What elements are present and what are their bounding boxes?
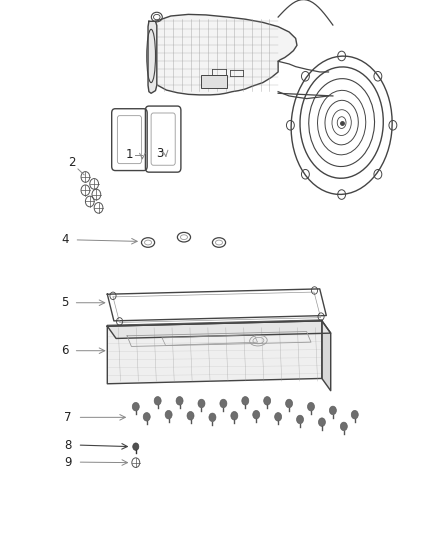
- Circle shape: [220, 399, 227, 408]
- Polygon shape: [107, 321, 331, 338]
- Circle shape: [275, 413, 282, 421]
- Circle shape: [165, 410, 172, 419]
- Circle shape: [209, 413, 216, 422]
- Polygon shape: [148, 21, 157, 93]
- Circle shape: [297, 415, 304, 424]
- Text: 3: 3: [156, 147, 163, 160]
- Text: 2: 2: [68, 156, 76, 169]
- Text: 4: 4: [61, 233, 69, 246]
- Text: 7: 7: [64, 411, 72, 424]
- Text: 9: 9: [64, 456, 72, 469]
- Circle shape: [187, 411, 194, 420]
- Circle shape: [286, 399, 293, 408]
- Circle shape: [340, 422, 347, 431]
- Circle shape: [329, 406, 336, 415]
- Circle shape: [132, 402, 139, 411]
- Circle shape: [253, 410, 260, 419]
- Circle shape: [351, 410, 358, 419]
- Circle shape: [133, 443, 139, 450]
- Circle shape: [242, 397, 249, 405]
- Circle shape: [154, 397, 161, 405]
- Text: 8: 8: [64, 439, 71, 451]
- Text: 1: 1: [125, 148, 133, 161]
- Polygon shape: [322, 321, 331, 391]
- Polygon shape: [107, 321, 322, 384]
- Circle shape: [307, 402, 314, 411]
- Circle shape: [231, 411, 238, 420]
- Circle shape: [143, 413, 150, 421]
- Circle shape: [318, 418, 325, 426]
- Text: 5: 5: [61, 296, 68, 309]
- Circle shape: [198, 399, 205, 408]
- Text: 6: 6: [61, 344, 69, 357]
- Bar: [201, 75, 227, 88]
- Circle shape: [176, 397, 183, 405]
- Circle shape: [264, 397, 271, 405]
- Polygon shape: [149, 14, 297, 95]
